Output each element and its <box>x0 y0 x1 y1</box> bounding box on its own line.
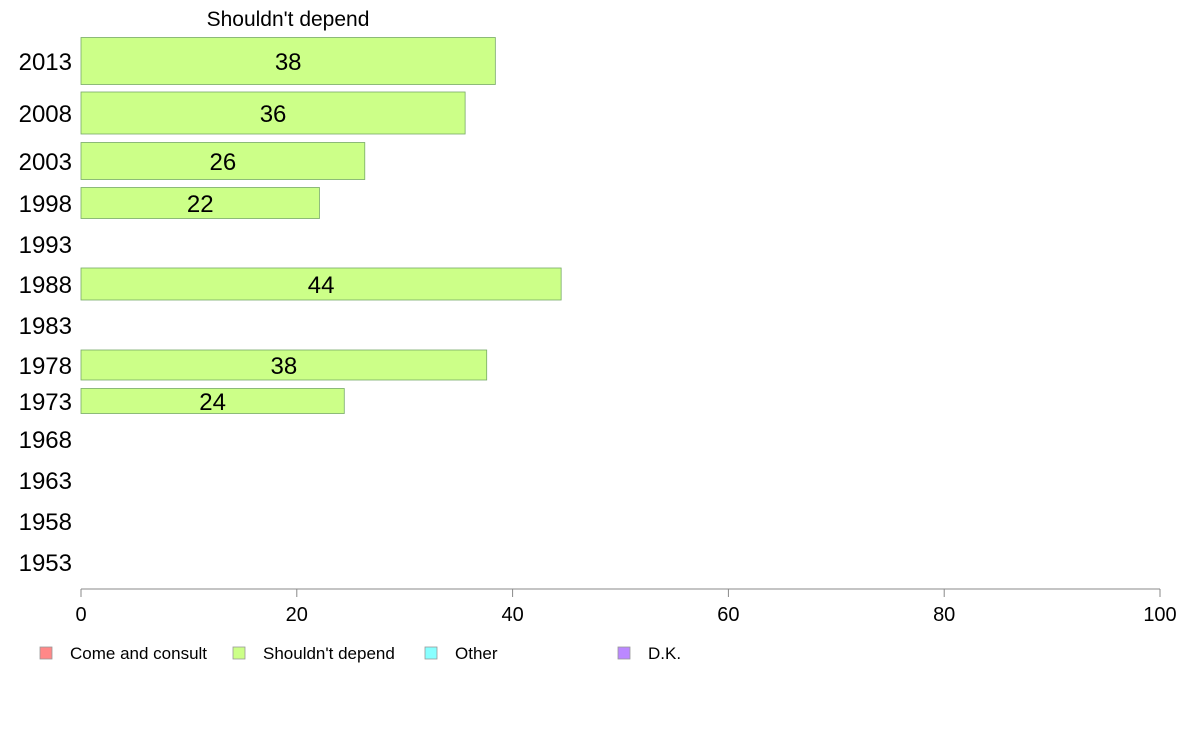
x-axis-ticks: 0 20 40 60 80 100 <box>75 589 1177 626</box>
category-label: 1978 <box>19 353 72 380</box>
legend-swatch <box>39 646 53 660</box>
bar <box>80 91 466 135</box>
bar-value-labels: 38 36 26 22 44 38 24 <box>187 49 335 416</box>
legend-swatch <box>424 646 438 660</box>
legend: Come and consult Shouldn't depend Other D.K… <box>39 644 681 663</box>
bar-value-label: 22 <box>187 191 214 218</box>
legend-swatch <box>617 646 631 660</box>
category-label: 1993 <box>19 232 72 259</box>
bar-value-label: 44 <box>308 272 335 299</box>
chart-title: Shouldn't depend <box>207 8 370 31</box>
legend-swatch <box>232 646 246 660</box>
category-label: 1988 <box>19 272 72 299</box>
bar <box>80 187 320 219</box>
legend-label: Shouldn't depend <box>263 644 395 663</box>
category-label: 1983 <box>19 313 72 340</box>
bar-value-label: 36 <box>260 101 287 128</box>
bar <box>80 388 345 414</box>
category-label: 1968 <box>19 427 72 454</box>
bar-value-label: 38 <box>271 353 298 380</box>
legend-label: Come and consult <box>70 644 207 663</box>
category-label: 2008 <box>19 101 72 128</box>
x-tick-label: 20 <box>286 604 308 626</box>
x-tick-label: 0 <box>75 604 86 626</box>
category-label: 1973 <box>19 389 72 416</box>
bar <box>80 349 488 381</box>
category-label: 2013 <box>19 49 72 76</box>
bar <box>80 142 366 180</box>
category-label: 1963 <box>19 468 72 495</box>
category-label: 1953 <box>19 550 72 577</box>
x-tick-label: 80 <box>933 604 955 626</box>
bar-value-label: 38 <box>275 49 302 76</box>
bar <box>80 37 496 85</box>
x-tick-label: 100 <box>1143 604 1176 626</box>
legend-label: Other <box>455 644 498 663</box>
category-label: 2003 <box>19 149 72 176</box>
category-label: 1958 <box>19 509 72 536</box>
bar <box>80 267 562 301</box>
x-tick-label: 40 <box>501 604 523 626</box>
x-tick-label: 60 <box>717 604 739 626</box>
bar-value-label: 26 <box>210 149 237 176</box>
bar-value-label: 24 <box>199 389 226 416</box>
legend-label: D.K. <box>648 644 681 663</box>
category-labels: 2013 2008 2003 1998 1993 1988 1983 1978 1973 1968… <box>19 49 72 577</box>
bars <box>80 37 562 414</box>
category-label: 1998 <box>19 191 72 218</box>
